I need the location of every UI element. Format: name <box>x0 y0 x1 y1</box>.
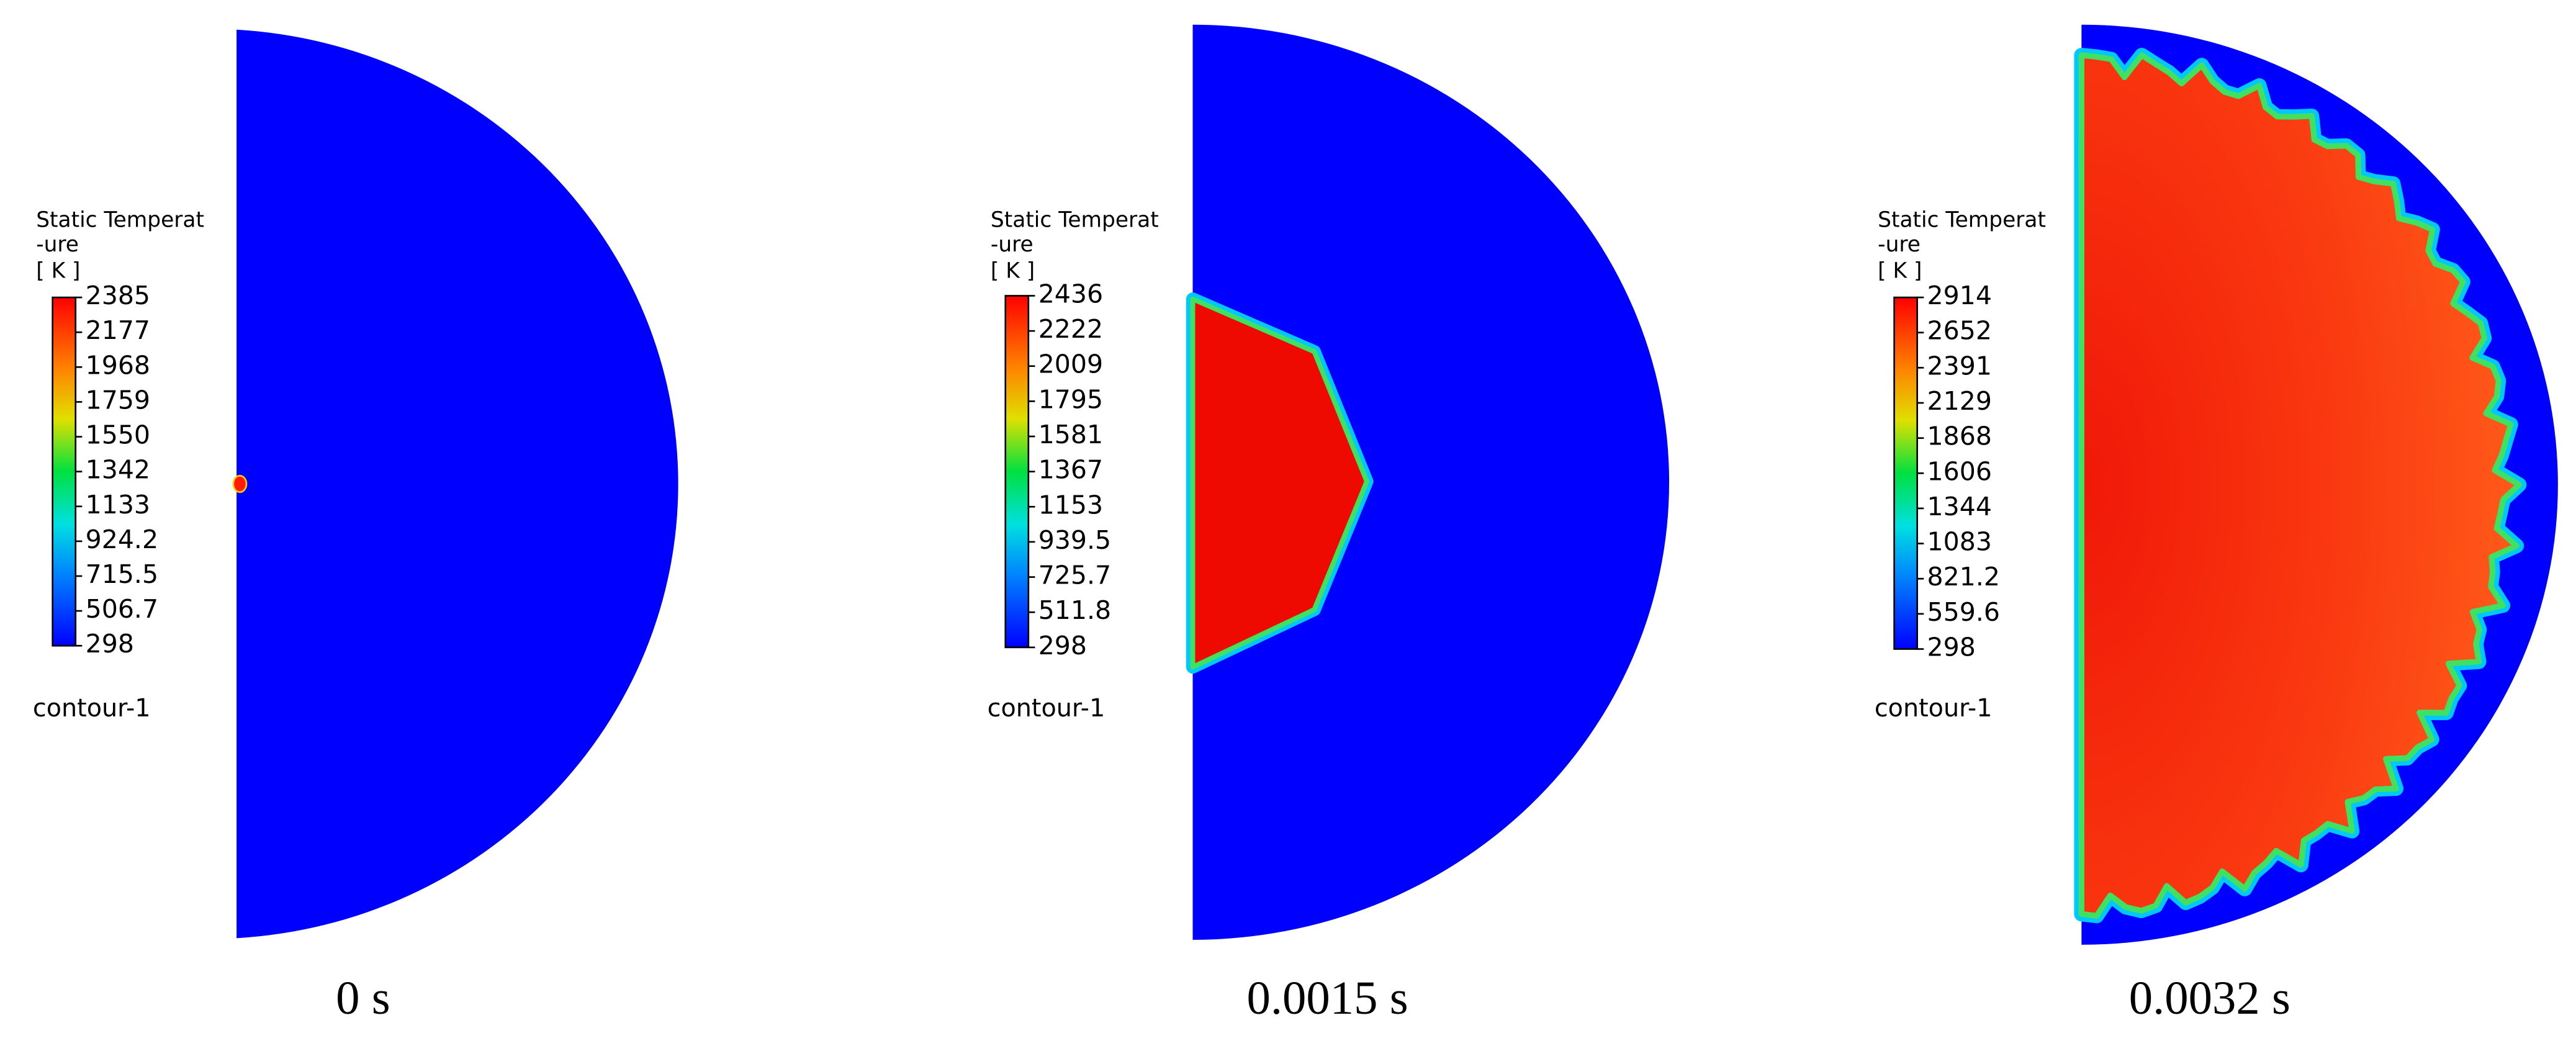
colorbar-tick-label: 2222 <box>1038 314 1103 344</box>
colorbar-tick-label: 1083 <box>1927 527 1992 557</box>
colorbar-tick-label: 821.2 <box>1927 562 2000 592</box>
colorbar-tick-label: 715.5 <box>86 559 158 589</box>
domain <box>236 29 678 939</box>
legend-title: Static Temperat <box>1878 207 2046 232</box>
colorbar <box>52 296 77 647</box>
burned-region <box>1190 296 1370 670</box>
colorbar-tick-label: 2129 <box>1927 386 1992 416</box>
colorbar-tick-label: 298 <box>86 629 134 659</box>
legend-title: -ure <box>1878 232 1921 257</box>
colorbar <box>1004 295 1030 649</box>
legends: Static Temperat-ure[ K ]2385217719681759… <box>33 207 2290 1024</box>
colorbar-tick-label: 511.8 <box>1038 595 1111 625</box>
colorbar-tick-label: 924.2 <box>86 525 158 554</box>
legend-title: -ure <box>36 232 79 257</box>
colorbar-tick-label: 1367 <box>1038 455 1103 485</box>
colorbar-tick-label: 2914 <box>1927 281 1992 310</box>
colorbar-tick-label: 725.7 <box>1038 561 1111 590</box>
colorbar-tick-label: 2009 <box>1038 349 1103 379</box>
contour-label: contour-1 <box>33 694 151 723</box>
time-caption: 0.0032 s <box>2129 972 2290 1024</box>
time-caption: 0.0015 s <box>1246 972 1408 1024</box>
colorbar-tick-label: 1868 <box>1927 422 1992 451</box>
ignition-kernel <box>232 474 248 494</box>
colorbar-tick-label: 939.5 <box>1038 525 1111 555</box>
colorbar-tick-label: 298 <box>1038 631 1087 661</box>
colorbar-tick-label: 1342 <box>86 455 150 485</box>
time-caption: 0 s <box>336 972 390 1024</box>
legend-title: Static Temperat <box>36 207 204 232</box>
colorbar-tick-label: 298 <box>1927 633 1976 662</box>
colorbar-tick-label: 506.7 <box>86 594 158 624</box>
colorbar-tick-label: 2652 <box>1927 316 1992 346</box>
colorbar-tick-label: 1795 <box>1038 384 1103 414</box>
colorbar-tick-label: 1344 <box>1927 492 1992 521</box>
colorbar-tick-label: 1581 <box>1038 420 1103 449</box>
legend-title: Static Temperat <box>991 207 1159 232</box>
colorbar-tick-label: 1153 <box>1038 490 1103 520</box>
burned-region <box>2078 52 2523 919</box>
colorbar-tick-label: 1133 <box>86 490 150 520</box>
colorbar-tick-label: 2385 <box>86 281 150 310</box>
colorbar-tick-label: 1968 <box>86 350 150 380</box>
colorbar-tick-label: 1606 <box>1927 456 1992 486</box>
legend-title: -ure <box>991 232 1034 257</box>
colorbar-tick-label: 2177 <box>86 315 150 345</box>
colorbar-tick-label: 1550 <box>86 420 150 450</box>
contour-label: contour-1 <box>1875 694 1993 723</box>
colorbar-tick-label: 559.6 <box>1927 597 2000 627</box>
domain <box>1192 24 1670 940</box>
colorbar-tick-label: 2436 <box>1038 279 1103 309</box>
legend-unit: [ K ] <box>991 258 1035 283</box>
colorbar <box>1893 296 1919 650</box>
contour-label: contour-1 <box>988 694 1106 723</box>
legend-unit: [ K ] <box>36 258 80 283</box>
legend-unit: [ K ] <box>1878 258 1922 283</box>
colorbar-tick-label: 2391 <box>1927 351 1992 381</box>
colorbar-tick-label: 1759 <box>86 385 150 415</box>
